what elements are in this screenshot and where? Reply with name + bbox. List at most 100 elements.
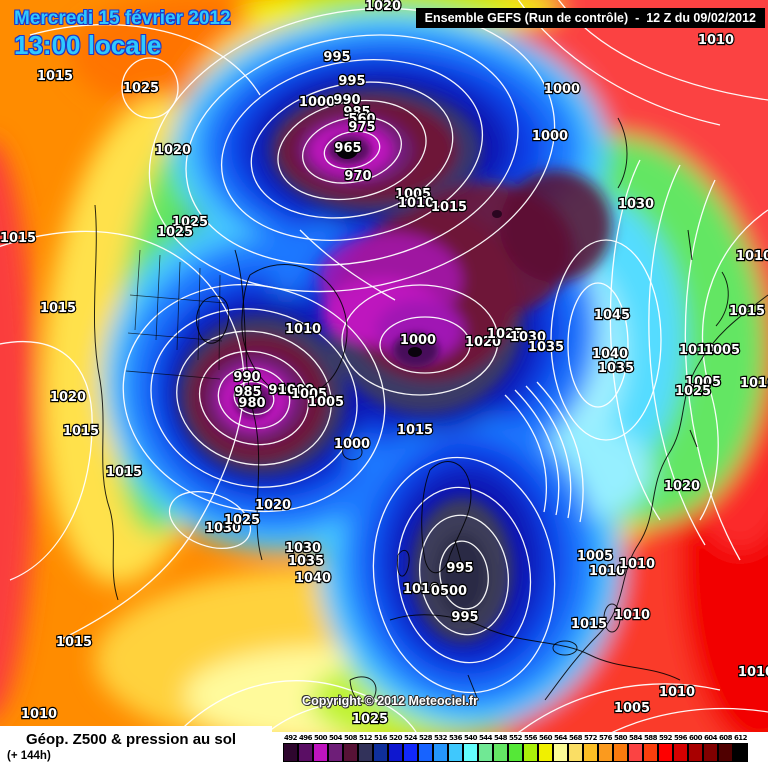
pressure-label: 1020: [155, 143, 191, 158]
legend-value: 572: [583, 734, 598, 742]
pressure-label: 1010: [403, 582, 439, 597]
pressure-label: 1015: [56, 635, 92, 650]
pressure-label: 0500: [431, 584, 467, 599]
legend-value: 588: [643, 734, 658, 742]
legend-swatch: [717, 743, 733, 762]
legend-entry: 504: [327, 734, 343, 762]
legend-value: 564: [553, 734, 568, 742]
legend-entry: 612: [732, 734, 748, 762]
pressure-label: 1015: [431, 200, 467, 215]
legend-swatch: [567, 743, 583, 762]
legend-swatch: [732, 743, 748, 762]
pressure-label: 1015: [106, 465, 142, 480]
pressure-label: 1015: [397, 423, 433, 438]
pressure-label: 1025: [224, 513, 260, 528]
pressure-label: 1020: [465, 335, 501, 350]
legend-entry: 492: [282, 734, 298, 762]
pressure-label: 1035: [598, 361, 634, 376]
pressure-label: 990: [333, 93, 360, 108]
model-run-banner: Ensemble GEFS (Run de contrôle) - 12 Z d…: [415, 8, 765, 28]
legend-entry: 580: [612, 734, 628, 762]
pressure-label: 1015: [63, 424, 99, 439]
legend-entry: 556: [522, 734, 538, 762]
legend-swatch: [372, 743, 388, 762]
legend-value: 500: [313, 734, 328, 742]
legend-value: 576: [598, 734, 613, 742]
legend-swatch: [597, 743, 613, 762]
legend-swatch: [522, 743, 538, 762]
pressure-label: 970: [344, 169, 371, 184]
legend-value: 540: [463, 734, 478, 742]
legend-swatch: [357, 743, 373, 762]
copyright-text: Copyright © 2012 Meteociel.fr: [302, 694, 478, 708]
pressure-label: 1010: [21, 707, 57, 722]
pressure-label: 975: [348, 120, 375, 135]
low-center-labrador: [243, 393, 261, 409]
date-text: Mercredi 15 février 2012: [14, 8, 231, 29]
legend-swatch: [672, 743, 688, 762]
pressure-label: 1025: [123, 81, 159, 96]
legend-swatch: [582, 743, 598, 762]
color-scale-legend: 492 496 500 504 508 512 516 520 524 528 532 536 540 5…: [272, 732, 768, 768]
pressure-label: 1025: [487, 327, 523, 342]
legend-entry: 608: [717, 734, 733, 762]
low-center-polar: [408, 347, 422, 357]
pressure-label: 1005: [291, 387, 327, 402]
legend-swatch: [477, 743, 493, 762]
legend-value: 604: [703, 734, 718, 742]
pressure-label: 1005: [577, 549, 613, 564]
pressure-label: 1000: [532, 129, 568, 144]
legend-swatch: [417, 743, 433, 762]
legend-swatch: [702, 743, 718, 762]
legend-entry: 544: [477, 734, 493, 762]
legend-entry: 540: [462, 734, 478, 762]
pressure-label: 1005: [308, 395, 344, 410]
low-center-arctic: [336, 141, 358, 159]
legend-value: 612: [733, 734, 748, 742]
pressure-label: 1015: [0, 231, 36, 246]
pressure-label: 1020: [255, 498, 291, 513]
legend-value: 596: [673, 734, 688, 742]
pressure-label: 1015: [729, 304, 765, 319]
legend-entry: 508: [342, 734, 358, 762]
legend-value: 496: [298, 734, 313, 742]
pressure-label: 985: [234, 385, 261, 400]
pressure-label: 1015: [571, 617, 607, 632]
legend-value: 592: [658, 734, 673, 742]
pressure-label: 1010: [740, 376, 768, 391]
legend-value: 556: [523, 734, 538, 742]
legend-entry: 500: [312, 734, 328, 762]
legend-swatch: [612, 743, 628, 762]
legend-entry: 512: [357, 734, 373, 762]
legend-value: 560: [538, 734, 553, 742]
legend-entry: 564: [552, 734, 568, 762]
legend-swatch: [552, 743, 568, 762]
pressure-label: 1025: [675, 384, 711, 399]
coastlines: [93, 117, 768, 704]
legend-entry: 596: [672, 734, 688, 762]
pressure-labels-layer: 1020101510251020995995100099098556097596…: [0, 0, 768, 728]
pressure-label: 1010: [736, 249, 768, 264]
pressure-label: 995: [446, 561, 473, 576]
legend-value: 600: [688, 734, 703, 742]
legend-value: 532: [433, 734, 448, 742]
pressure-label: 1000: [544, 82, 580, 97]
legend-value: 512: [358, 734, 373, 742]
legend-swatch: [507, 743, 523, 762]
pressure-label: 1010: [285, 322, 321, 337]
legend-value: 508: [343, 734, 358, 742]
pressure-label: 1040: [295, 571, 331, 586]
pressure-label: 1000: [278, 383, 314, 398]
legend-swatch: [387, 743, 403, 762]
legend-entry: 536: [447, 734, 463, 762]
legend-value: 584: [628, 734, 643, 742]
pressure-label: 1020: [365, 0, 401, 14]
legend-value: 516: [373, 734, 388, 742]
legend-entry: 576: [597, 734, 613, 762]
pressure-label: 1010: [659, 685, 695, 700]
pressure-label: 560: [348, 112, 375, 127]
pressure-label: 1030: [618, 197, 654, 212]
pressure-label: 1000: [334, 437, 370, 452]
pressure-label: 1025: [172, 215, 208, 230]
legend-value: 580: [613, 734, 628, 742]
